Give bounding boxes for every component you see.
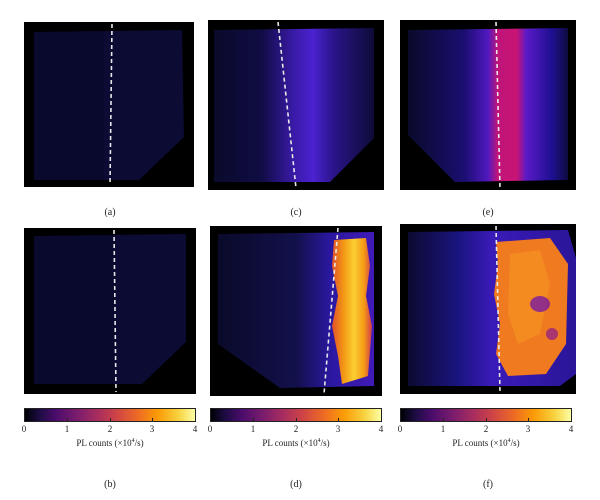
pl-map-d [210,226,382,396]
scan-line [113,229,117,393]
pl-map-f [400,224,576,394]
tick-label: 2 [107,424,113,434]
tick-label: 0 [21,424,27,434]
colorbar-f: 0 1 2 3 4 PL counts (×104/s) [398,408,573,448]
panel-label-f: (f) [483,479,493,490]
tick-label: 3 [335,424,341,434]
tick-label: 2 [293,424,299,434]
tick-label: 2 [483,424,489,434]
tick-label: 1 [64,424,70,434]
panel-label-b: (b) [104,479,116,490]
panel-label-c: (c) [290,207,302,218]
tick-label: 0 [397,424,403,434]
scan-line [109,23,113,186]
pl-map-a [24,22,194,187]
colorbar-title: PL counts (×104/s) [76,438,144,448]
panel-label-a: (a) [104,207,116,218]
panel-label-d: (d) [290,479,302,490]
tick-label: 4 [378,424,384,434]
tick-label: 1 [440,424,446,434]
pl-map-e [400,20,576,190]
tick-label: 1 [250,424,256,434]
colorbar-b: 0 1 2 3 4 PL counts (×104/s) [22,408,197,448]
colorbar-title: PL counts (×104/s) [262,438,330,448]
tick-label: 4 [568,424,574,434]
panel-label-e: (e) [482,207,494,218]
pl-map-b [24,228,196,394]
colorbar-d: 0 1 2 3 4 PL counts (×104/s) [208,408,383,448]
pl-map-c [208,20,384,190]
tick-label: 3 [149,424,155,434]
tick-label: 4 [192,424,198,434]
colorbar-title: PL counts (×104/s) [452,438,520,448]
tick-label: 3 [525,424,531,434]
tick-label: 0 [207,424,213,434]
